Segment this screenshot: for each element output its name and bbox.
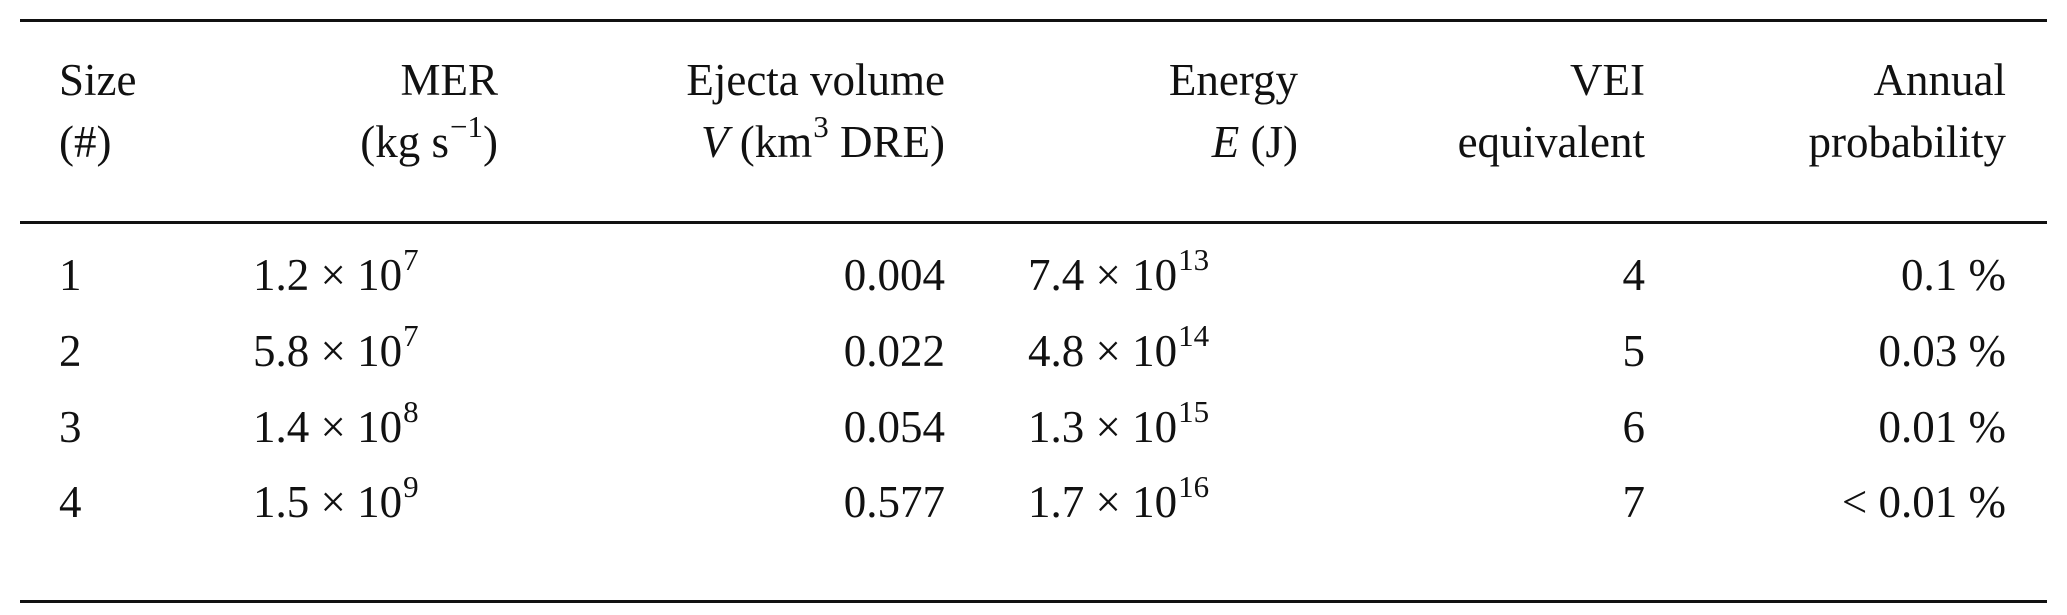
exponent: 3	[813, 109, 829, 144]
cell-size: 4	[59, 477, 82, 527]
cell-mer: 1.5 × 109	[253, 471, 419, 527]
cell-volume: 0.004	[843, 250, 945, 300]
mantissa: 1.5 × 10	[253, 477, 403, 527]
header-energy-line1: Energy	[1168, 55, 1298, 105]
header-probability-line1: Annual	[1873, 55, 2006, 105]
cell-energy: 7.4 × 1013	[1028, 244, 1209, 300]
top-rule	[20, 19, 2047, 22]
cell-probability: < 0.01 %	[1841, 477, 2006, 527]
cell-volume: 0.577	[843, 477, 945, 527]
mantissa: 7.4 × 10	[1028, 250, 1178, 300]
cell-size: 1	[59, 250, 82, 300]
cell-mer: 5.8 × 107	[253, 320, 419, 376]
cell-vei: 6	[1622, 402, 1646, 452]
header-rule	[20, 221, 2047, 224]
cell-size: 3	[59, 402, 82, 452]
mantissa: 4.8 × 10	[1028, 326, 1178, 376]
cell-probability: 0.01 %	[1878, 402, 2007, 452]
header-vei: VEI equivalent	[1458, 58, 1645, 165]
cell-energy: 1.7 × 1016	[1028, 471, 1209, 527]
exponent: −1	[450, 109, 483, 144]
header-mer-line1: MER	[400, 55, 498, 105]
exponent: 7	[403, 318, 419, 353]
header-probability: Annual probability	[1809, 58, 2006, 165]
exponent: 16	[1178, 469, 1210, 504]
unit: (km	[728, 117, 813, 167]
exponent: 14	[1178, 318, 1210, 353]
cell-mer: 1.2 × 107	[253, 244, 419, 300]
header-vei-line1: VEI	[1570, 55, 1645, 105]
header-vei-line2: equivalent	[1457, 117, 1645, 167]
mantissa: 5.8 × 10	[253, 326, 403, 376]
cell-energy: 1.3 × 1015	[1028, 396, 1209, 452]
unit: (J)	[1239, 117, 1298, 167]
symbol: V	[701, 117, 729, 167]
exponent: 13	[1178, 242, 1210, 277]
header-size: Size (#)	[59, 58, 136, 165]
unit-close: )	[483, 117, 498, 167]
symbol: E	[1211, 117, 1240, 167]
exponent: 7	[403, 242, 419, 277]
cell-volume: 0.022	[843, 326, 945, 376]
mantissa: 1.7 × 10	[1028, 477, 1178, 527]
unit-close: DRE)	[828, 117, 945, 167]
exponent: 9	[403, 469, 419, 504]
cell-volume: 0.054	[843, 402, 945, 452]
cell-vei: 4	[1622, 250, 1646, 300]
cell-probability: 0.03 %	[1878, 326, 2007, 376]
mantissa: 1.3 × 10	[1028, 402, 1178, 452]
header-mer-line2: (kg s−1)	[360, 111, 498, 167]
bottom-rule	[20, 600, 2047, 603]
header-size-line2: (#)	[59, 117, 112, 167]
header-size-line1: Size	[59, 55, 137, 105]
header-energy-line2: E (J)	[1169, 120, 1298, 165]
exponent: 15	[1178, 394, 1210, 429]
exponent: 8	[403, 394, 419, 429]
cell-probability: 0.1 %	[1901, 250, 2006, 300]
header-mer: MER (kg s−1)	[360, 58, 498, 165]
header-volume-line2: V (km3 DRE)	[686, 111, 945, 167]
cell-vei: 7	[1622, 477, 1646, 527]
cell-mer: 1.4 × 108	[253, 396, 419, 452]
cell-vei: 5	[1622, 326, 1646, 376]
header-probability-line2: probability	[1808, 117, 2006, 167]
cell-size: 2	[59, 326, 82, 376]
mantissa: 1.4 × 10	[253, 402, 403, 452]
header-volume-line1: Ejecta volume	[686, 55, 945, 105]
mantissa: 1.2 × 10	[253, 250, 403, 300]
unit: (kg s	[360, 117, 450, 167]
cell-energy: 4.8 × 1014	[1028, 320, 1209, 376]
header-energy: Energy E (J)	[1169, 58, 1298, 165]
header-volume: Ejecta volume V (km3 DRE)	[686, 58, 945, 165]
